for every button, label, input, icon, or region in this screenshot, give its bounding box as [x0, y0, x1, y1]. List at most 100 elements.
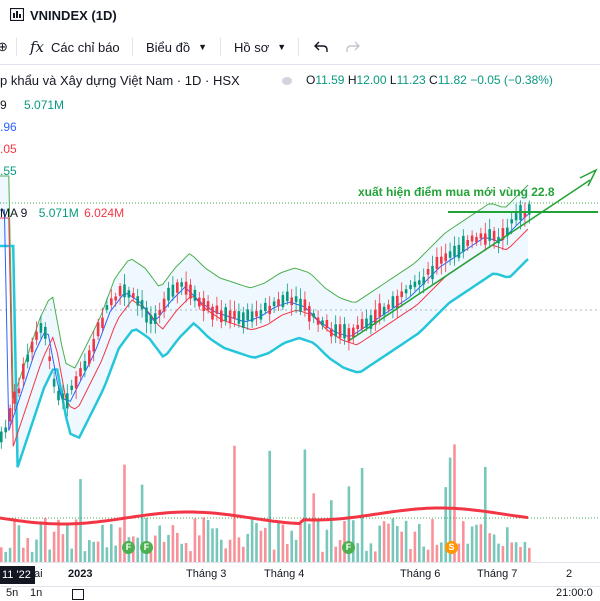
- price-candle: [57, 390, 60, 401]
- volume-bar: [448, 457, 452, 562]
- price-candle: [523, 211, 527, 218]
- volume-bar: [444, 487, 447, 562]
- volume-bar: [220, 539, 223, 562]
- profile-dropdown[interactable]: Hồ sơ ▼: [234, 30, 286, 64]
- volume-bar: [149, 551, 153, 562]
- price-candle: [96, 322, 100, 337]
- volume-bar: [88, 540, 91, 562]
- financial-event-marker[interactable]: F: [122, 541, 135, 554]
- chart-icon: [10, 8, 24, 21]
- price-candle: [334, 324, 337, 337]
- title-bar: VNINDEX (1D): [0, 0, 600, 30]
- volume-bar: [0, 547, 3, 562]
- price-candle: [404, 289, 408, 294]
- volume-bar: [356, 543, 359, 562]
- price-candle: [431, 265, 434, 280]
- volume-bar: [250, 519, 254, 562]
- low-value: 11.23: [396, 73, 426, 87]
- volume-bar: [154, 535, 157, 562]
- price-candle: [184, 281, 188, 295]
- price-candle: [281, 295, 285, 308]
- split-event-marker[interactable]: S: [445, 541, 458, 554]
- volume-bar: [92, 541, 95, 562]
- time-axis[interactable]: 11 '22 ai 2023 Tháng 3 Tháng 4 Tháng 6 T…: [0, 562, 600, 587]
- price-candle: [48, 356, 51, 362]
- volume-bar: [246, 533, 249, 562]
- volume-bar: [101, 524, 104, 562]
- indicators-button[interactable]: fx Các chỉ báo: [30, 30, 120, 64]
- volume-bar: [497, 543, 500, 562]
- volume-bar: [514, 542, 518, 562]
- volume-moving-average-line: [0, 506, 529, 526]
- price-candle: [369, 315, 373, 329]
- volume-bar: [83, 551, 87, 562]
- volume-bar: [479, 524, 483, 562]
- price-candle: [22, 363, 25, 380]
- price-candle: [501, 228, 505, 240]
- price-chart[interactable]: [0, 64, 600, 562]
- range-5d-button[interactable]: 5n: [6, 587, 19, 599]
- volume-bar: [242, 546, 245, 562]
- clock-label: 21:00:0: [556, 587, 593, 599]
- price-candle: [79, 368, 82, 377]
- price-candle: [228, 310, 232, 324]
- price-candle: [440, 256, 443, 264]
- calendar-icon[interactable]: [72, 589, 84, 600]
- volume-bar: [176, 532, 179, 562]
- volume-bar: [264, 527, 267, 562]
- volume-bar: [259, 530, 263, 562]
- chart-type-dropdown[interactable]: Biểu đồ ▼: [146, 30, 207, 64]
- price-candle: [88, 350, 91, 364]
- volume-bar: [347, 486, 351, 562]
- volume-bar: [44, 517, 47, 562]
- price-candle: [26, 354, 29, 362]
- price-candle: [17, 388, 21, 394]
- high-value: 12.00: [356, 73, 387, 87]
- redo-icon: [346, 41, 360, 52]
- volume-bar: [290, 530, 293, 562]
- volume-bar: [145, 517, 148, 562]
- volume-bar: [294, 539, 298, 562]
- undo-button[interactable]: [314, 30, 328, 64]
- volume-bar: [391, 518, 395, 562]
- price-candle: [365, 318, 368, 328]
- volume-bar: [382, 521, 386, 562]
- x-tick-label: 2023: [68, 568, 93, 580]
- price-candle: [70, 385, 73, 390]
- profile-label: Hồ sơ: [234, 39, 270, 55]
- financial-event-marker[interactable]: F: [140, 541, 153, 554]
- bb-upper-value: .96: [0, 120, 17, 134]
- toolbar-divider: [132, 38, 133, 56]
- symbol-legend: p khẩu và Xây dựng Việt Nam · 1D · HSX O…: [0, 73, 600, 91]
- price-candle: [382, 306, 386, 315]
- price-candle: [400, 291, 403, 297]
- indicators-label: Các chỉ báo: [51, 39, 120, 55]
- volume-bar: [17, 525, 21, 562]
- range-1d-button[interactable]: 1n: [30, 587, 43, 599]
- volume-bar: [57, 519, 60, 562]
- price-candle: [132, 293, 135, 298]
- volume-bar: [110, 524, 113, 562]
- toolbar-divider: [298, 38, 299, 56]
- price-candle: [154, 313, 157, 324]
- volume-bar: [118, 527, 122, 562]
- close-value: 11.82: [437, 73, 467, 87]
- eye-icon[interactable]: [282, 77, 292, 85]
- price-candle: [193, 289, 197, 301]
- volume-bar: [158, 525, 161, 562]
- price-candle: [286, 291, 289, 302]
- price-candle: [74, 376, 78, 389]
- price-candle: [418, 280, 421, 285]
- volume-bar: [413, 531, 417, 562]
- volume-bar: [453, 444, 456, 562]
- volume-bar: [484, 466, 487, 562]
- compare-button[interactable]: ⊕: [0, 30, 8, 64]
- price-candle: [162, 298, 166, 312]
- volume-bar: [510, 542, 513, 562]
- redo-button[interactable]: [346, 30, 360, 64]
- volume-bar: [268, 450, 271, 562]
- financial-event-marker[interactable]: F: [342, 541, 355, 554]
- price-candle: [475, 237, 478, 243]
- price-candle: [514, 213, 518, 221]
- price-candle: [198, 297, 201, 307]
